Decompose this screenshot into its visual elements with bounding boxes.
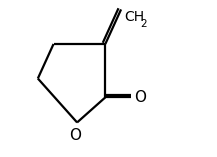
Text: 2: 2: [141, 19, 147, 29]
Text: O: O: [69, 127, 81, 143]
Text: O: O: [134, 90, 146, 105]
Text: CH: CH: [124, 10, 144, 24]
